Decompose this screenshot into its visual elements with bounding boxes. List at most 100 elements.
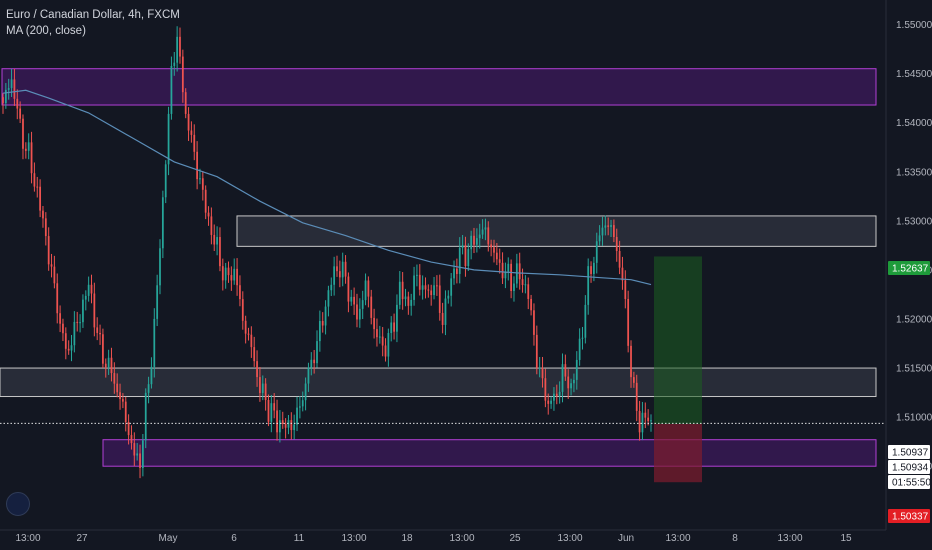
y-tick-label: 1.54000 <box>896 118 932 129</box>
price-badge-text-last: 1.50934 <box>892 463 929 474</box>
candle-body <box>96 327 99 333</box>
candle-body <box>56 283 59 314</box>
candle-body <box>84 295 87 300</box>
candle-body <box>433 285 435 296</box>
candle-body <box>70 345 73 351</box>
candle-body <box>10 79 13 89</box>
x-tick-label: 11 <box>294 533 305 544</box>
price-badge-target <box>888 261 930 275</box>
ma-layer <box>2 89 652 286</box>
candle-body <box>567 376 570 389</box>
indicator-label[interactable]: MA (200, close) <box>6 25 86 37</box>
candle-body <box>387 333 390 357</box>
candle-body <box>307 367 310 384</box>
candle-body <box>62 323 64 334</box>
candle-body <box>530 298 532 311</box>
x-tick-label: 15 <box>840 533 852 544</box>
candle-body <box>13 79 16 99</box>
candle-body <box>304 383 307 401</box>
candle-body <box>410 299 413 306</box>
candle-body <box>484 227 487 230</box>
candle-body <box>139 453 141 468</box>
price-badges-layer: 1.52637 1.50937 1.50934 01:55:50 1.50337 <box>888 261 931 523</box>
candle-body <box>250 334 253 348</box>
candle-body <box>261 383 264 393</box>
candle-body <box>227 267 230 276</box>
candle-body <box>416 274 418 276</box>
candle-body <box>427 289 430 291</box>
target-zone <box>654 256 702 424</box>
candle-body <box>276 410 278 433</box>
candle-body <box>618 251 621 268</box>
candle-body <box>613 225 615 237</box>
candle-body <box>590 266 592 274</box>
candle-body <box>541 367 544 379</box>
candle-body <box>181 56 184 93</box>
candle-body <box>16 98 19 109</box>
candle-body <box>196 151 198 180</box>
candle-body <box>233 268 236 281</box>
candle-body <box>458 247 461 274</box>
x-tick-label: 6 <box>231 533 237 544</box>
candle-body <box>407 296 410 306</box>
candle-body <box>347 276 350 302</box>
candle-body <box>478 234 481 239</box>
candle-body <box>64 333 67 349</box>
candle-body <box>441 312 444 325</box>
candle-body <box>270 403 273 422</box>
candle-body <box>313 359 316 364</box>
candle-body <box>527 284 530 299</box>
candle-body <box>336 266 338 272</box>
candle-body <box>24 148 27 151</box>
candle-body <box>167 113 170 165</box>
candle-body <box>33 173 36 187</box>
chart-legend: Euro / Canadian Dollar, 4h, FXCM MA (200… <box>6 7 180 39</box>
candle-body <box>7 88 10 90</box>
y-tick-label: 1.52000 <box>896 314 932 325</box>
candle-body <box>650 420 652 422</box>
candle-body <box>595 241 598 263</box>
tradingview-logo-icon[interactable] <box>6 492 30 516</box>
candle-body <box>256 361 258 378</box>
candle-body <box>221 266 224 281</box>
stop-zone <box>654 424 702 483</box>
symbol-title[interactable]: Euro / Canadian Dollar, 4h, FXCM <box>6 9 180 21</box>
candle-body <box>259 377 261 393</box>
candle-body <box>453 268 455 279</box>
candle-body <box>267 399 270 422</box>
candle-body <box>333 266 336 285</box>
candle-body <box>604 225 607 228</box>
candle-body <box>116 383 119 393</box>
candle-body <box>450 278 453 296</box>
candle-body <box>207 212 210 217</box>
candle-body <box>624 280 627 299</box>
candle-body <box>273 403 276 411</box>
candle-body <box>361 300 364 309</box>
candle-body <box>384 345 387 357</box>
candle-body <box>224 267 227 281</box>
candle-body <box>495 252 498 260</box>
candle-body <box>535 334 538 368</box>
candle-body <box>244 320 247 334</box>
candle-body <box>610 225 612 227</box>
candle-body <box>90 284 93 294</box>
candle-body <box>147 384 150 393</box>
candle-body <box>50 264 53 267</box>
candle-body <box>553 393 555 401</box>
candle-body <box>290 420 293 431</box>
candle-body <box>30 142 33 174</box>
y-tick-label: 1.55000 <box>896 20 932 31</box>
candle-body <box>570 383 572 389</box>
candle-body <box>473 235 475 245</box>
candle-body <box>53 266 56 284</box>
candle-body <box>122 399 124 402</box>
candle-body <box>513 283 515 292</box>
candle-body <box>598 235 601 242</box>
candle-body <box>284 423 287 428</box>
x-tick-label: 13:00 <box>557 533 582 544</box>
candle-body <box>321 321 324 326</box>
candle-body <box>550 400 552 404</box>
